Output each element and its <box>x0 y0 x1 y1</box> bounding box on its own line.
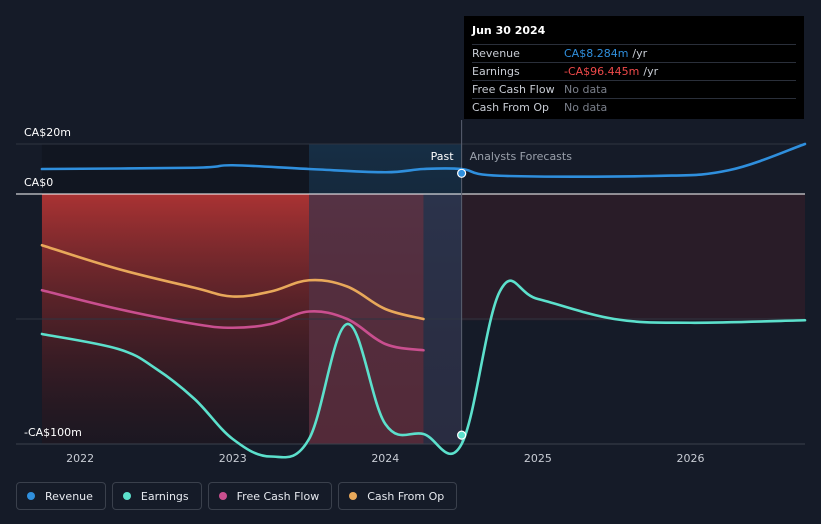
forecast-label: Analysts Forecasts <box>470 150 573 163</box>
legend-label: Free Cash Flow <box>236 489 320 503</box>
tooltip-row-earnings: Earnings -CA$96.445m/yr <box>472 62 796 80</box>
tooltip-row-free-cash-flow: Free Cash Flow No data <box>472 80 796 98</box>
revenue-marker <box>457 168 467 178</box>
tooltip-date: Jun 30 2024 <box>472 24 546 37</box>
free-cash-flow-line <box>40 288 425 352</box>
forecast-negative-area <box>461 194 805 321</box>
tooltip-row-value: No data <box>564 101 608 114</box>
x-tick-2024: 2024 <box>371 452 399 465</box>
revenue-line <box>40 142 807 179</box>
tooltip-row-cash-from-op: Cash From Op No data <box>472 98 796 116</box>
legend-dot-icon <box>122 492 131 500</box>
tooltip-row-label: Earnings <box>472 65 520 78</box>
tooltip-row-unit: /yr <box>632 47 648 60</box>
tooltip-row-label: Cash From Op <box>472 101 550 114</box>
earnings-line <box>40 279 807 459</box>
earnings-marker <box>457 430 467 440</box>
legend-item-revenue[interactable]: Revenue <box>16 482 106 510</box>
legend-label: Revenue <box>45 489 93 503</box>
legend-dot-icon <box>218 492 227 500</box>
y-label-top: CA$20m <box>24 126 71 139</box>
legend: Revenue Earnings Free Cash Flow Cash From O… <box>16 482 458 512</box>
legend-label: Cash From Op <box>367 489 445 503</box>
legend-dot-icon <box>27 492 35 500</box>
tooltip-row-value: -CA$96.445m <box>564 65 640 78</box>
legend-dot-icon <box>349 492 358 500</box>
legend-item-cash-from-op[interactable]: Cash From Op <box>338 482 458 510</box>
y-label-zero: CA$0 <box>24 176 53 189</box>
tooltip-row-unit: /yr <box>643 65 659 78</box>
x-tick-2022: 2022 <box>66 452 94 465</box>
tooltip-row-label: Free Cash Flow <box>472 83 555 96</box>
x-tick-2023: 2023 <box>219 452 247 465</box>
tooltip-row-revenue: Revenue CA$8.284m/yr <box>472 44 796 62</box>
tooltip-row-value: CA$8.284m <box>564 47 629 60</box>
x-tick-2025: 2025 <box>524 452 552 465</box>
legend-label: Earnings <box>140 489 189 503</box>
past-label: Past <box>431 150 455 163</box>
tooltip-row-value: No data <box>564 83 608 96</box>
cash-from-op-line <box>40 243 425 321</box>
legend-item-free-cash-flow[interactable]: Free Cash Flow <box>207 482 333 510</box>
tooltip-row-label: Revenue <box>472 47 520 60</box>
y-label-bottom: -CA$100m <box>24 426 82 439</box>
legend-item-earnings[interactable]: Earnings <box>111 482 202 510</box>
tooltip: Jun 30 2024 Revenue CA$8.284m/yr Earnings -… <box>464 16 804 119</box>
x-tick-2026: 2026 <box>677 452 705 465</box>
